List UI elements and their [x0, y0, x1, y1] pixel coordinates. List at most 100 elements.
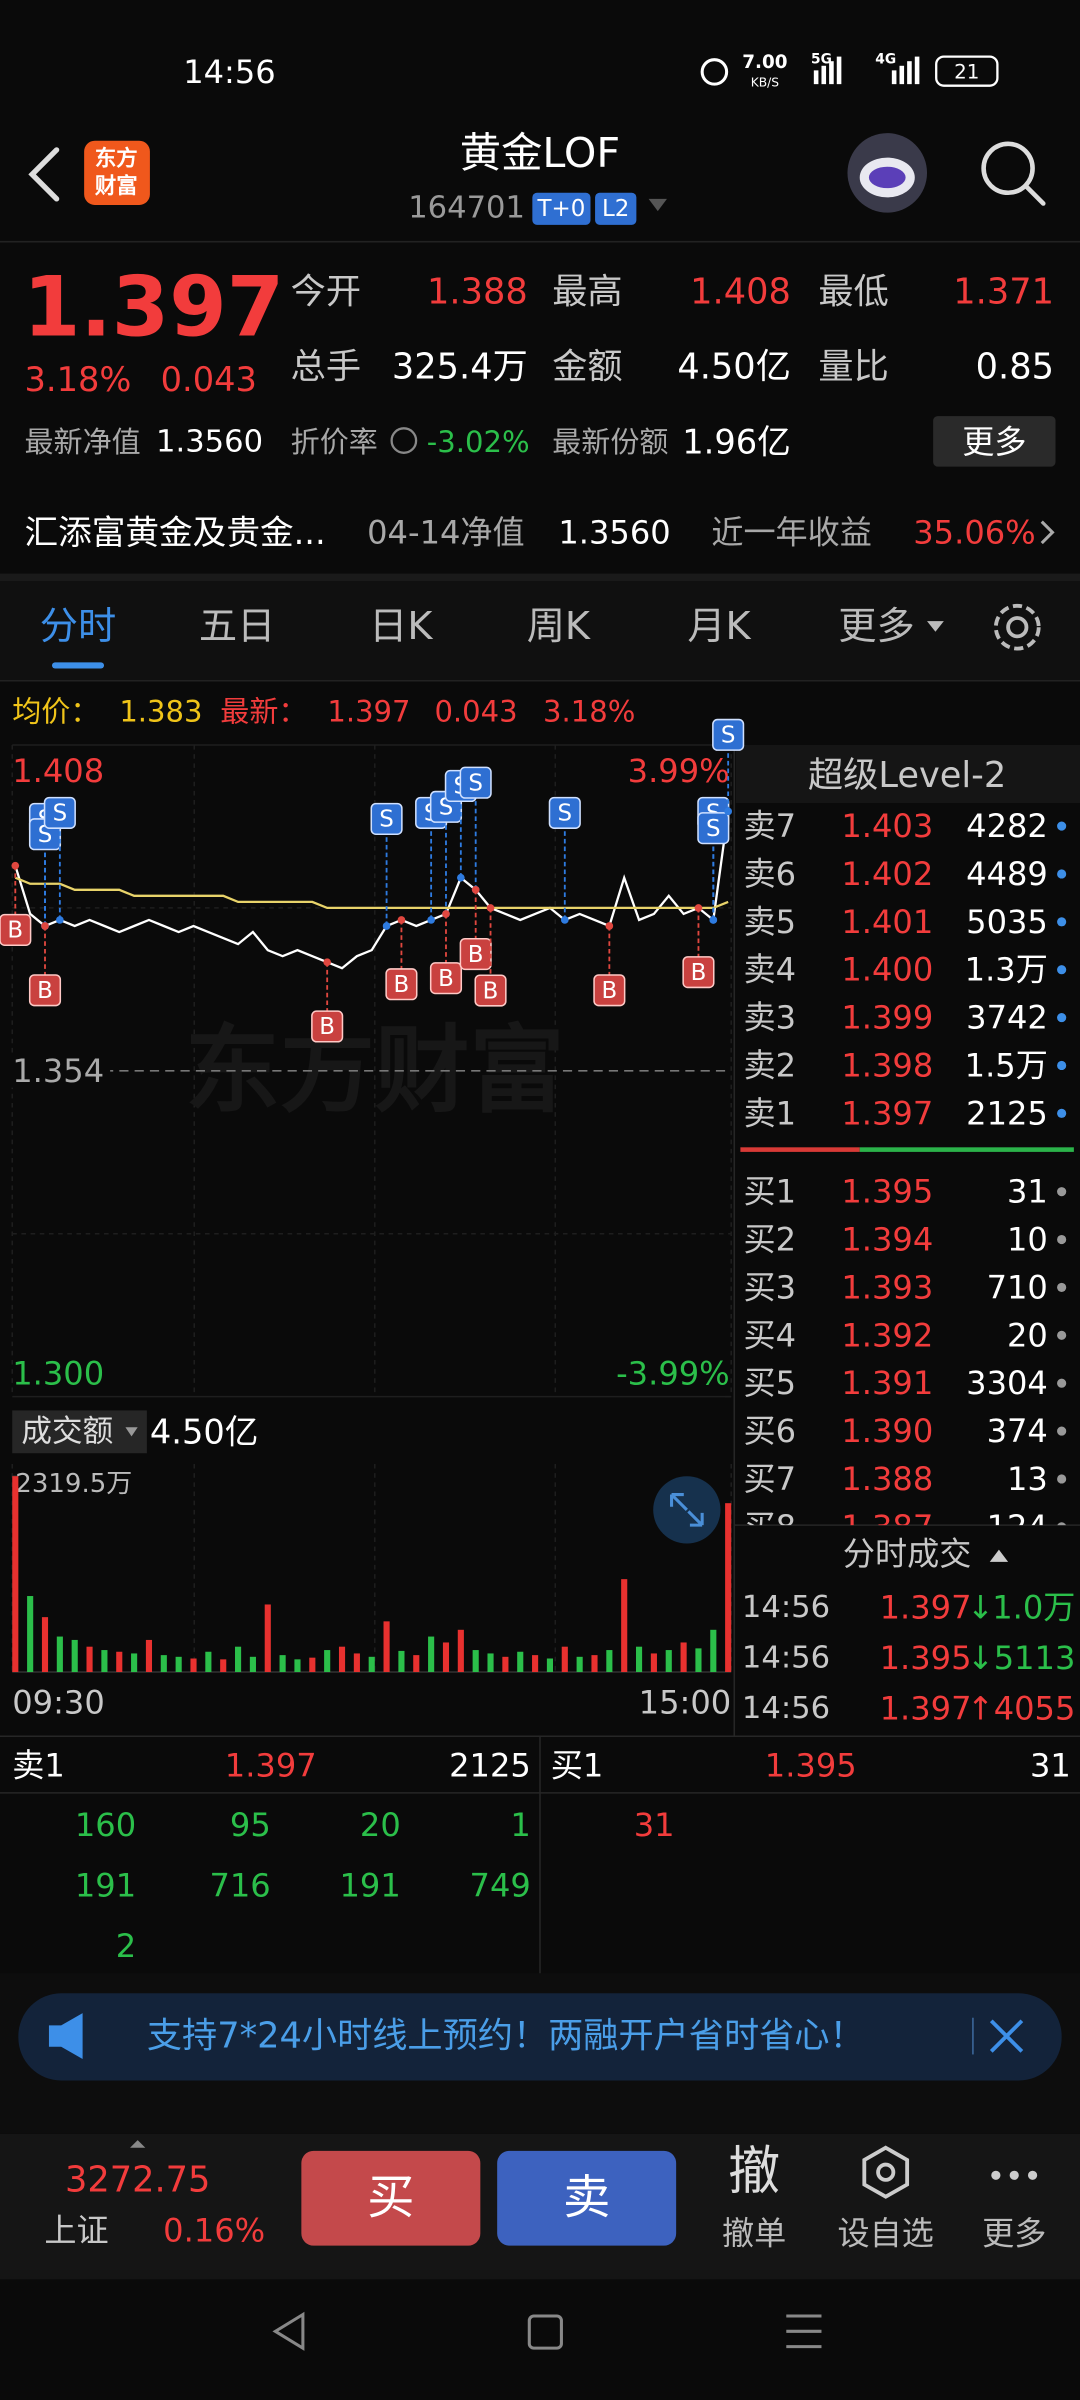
- search-button[interactable]: [981, 141, 1046, 206]
- sort-icon[interactable]: [989, 1549, 1009, 1562]
- index-name: 上证: [44, 2211, 108, 2249]
- nav-recent[interactable]: [786, 2314, 822, 2349]
- volume-bar: [532, 1655, 539, 1673]
- dropdown-icon[interactable]: [648, 198, 667, 212]
- avg-label: 均价：: [12, 694, 99, 728]
- volume-selector[interactable]: [12, 1410, 147, 1454]
- signal-bar: [914, 56, 920, 85]
- trade-marker-label: B: [691, 960, 707, 986]
- action-label[interactable]: 撤单: [722, 2214, 786, 2252]
- logo-text: 财富: [95, 173, 138, 199]
- action-label[interactable]: 设自选: [838, 2214, 934, 2252]
- info-icon[interactable]: [390, 427, 418, 454]
- book-label: 买1: [743, 1173, 796, 1211]
- book-side-price: 1.395: [765, 1746, 857, 1784]
- index-change: 0.16%: [163, 2211, 265, 2249]
- trade-marker-label: B: [37, 978, 53, 1004]
- volume-bar: [56, 1636, 63, 1673]
- battery-outline: [935, 55, 999, 87]
- change-pct-value: 3.18%: [543, 694, 635, 728]
- tab[interactable]: 周K: [527, 605, 591, 649]
- trade-marker-label: B: [468, 942, 484, 968]
- close-button[interactable]: [989, 2019, 1024, 2053]
- signal-bar: [907, 61, 912, 85]
- shares-label: 最新份额: [552, 425, 668, 459]
- search-circle: [981, 141, 1035, 196]
- book-price: 1.400: [841, 951, 933, 989]
- queue-order: 20: [360, 1806, 401, 1844]
- trade-marker-label: S: [558, 801, 573, 827]
- y-tick-label: 1.300: [12, 1355, 104, 1393]
- ticks-title: 分时成交: [843, 1535, 971, 1573]
- action-label[interactable]: 更多: [982, 2214, 1046, 2252]
- signal-bar: [836, 56, 842, 85]
- back-button[interactable]: [28, 147, 60, 202]
- assistant-avatar[interactable]: [847, 133, 928, 213]
- buy-label[interactable]: 买: [367, 2171, 414, 2226]
- book-dot: [1057, 1060, 1067, 1071]
- more-icon[interactable]: [991, 2170, 1038, 2180]
- tab-indicator: [52, 662, 105, 669]
- queue-order: 191: [339, 1866, 400, 1904]
- volume-bar: [338, 1646, 346, 1673]
- tick-time: 14:56: [742, 1641, 830, 1676]
- stat-label: 最低: [818, 272, 888, 313]
- watchlist-icon[interactable]: [862, 2145, 910, 2199]
- banner[interactable]: [18, 1993, 1062, 2081]
- tab[interactable]: 更多: [838, 605, 914, 649]
- volume-bar: [12, 1476, 19, 1673]
- marker-dot: [457, 873, 465, 882]
- trade-marker: [370, 802, 403, 835]
- dot: [991, 2170, 1001, 2180]
- volume-bar: [309, 1657, 316, 1673]
- volume-bar: [591, 1655, 598, 1673]
- expand-button[interactable]: [653, 1476, 721, 1544]
- chevron[interactable]: [1040, 520, 1055, 545]
- marker-dot: [694, 904, 703, 912]
- sell-button[interactable]: [497, 2150, 677, 2246]
- book-price: 1.403: [841, 807, 933, 845]
- alarm-icon: [700, 58, 729, 86]
- tick-price: 1.397: [880, 1690, 972, 1728]
- badge-text: L2: [602, 196, 629, 222]
- more-button-text[interactable]: 更多: [962, 423, 1026, 461]
- nav-back[interactable]: [272, 2311, 305, 2351]
- marker-dot: [724, 807, 732, 816]
- cancel-icon[interactable]: 撤: [728, 2142, 780, 2202]
- expand-indicator[interactable]: [130, 2140, 146, 2148]
- book-dot: [1057, 1426, 1067, 1436]
- book-side-label: 买1: [551, 1746, 604, 1784]
- banner-text[interactable]: 支持7*24小时线上预约！两融开户省时省心！: [147, 2016, 865, 2057]
- trade-marker-label: S: [468, 770, 483, 796]
- volume-bar: [725, 1503, 732, 1673]
- tab[interactable]: 月K: [687, 605, 751, 649]
- marker-dot: [397, 916, 406, 924]
- volume-bar: [517, 1651, 524, 1673]
- fund-name: 汇添富黄金及贵金...: [24, 513, 325, 552]
- signal-bar: [813, 70, 819, 85]
- tick-time: 14:56: [742, 1590, 830, 1625]
- book-side-volume: 31: [1030, 1746, 1071, 1784]
- settings-button[interactable]: [993, 603, 1041, 651]
- battery-level: 21: [954, 60, 979, 83]
- volume-bar: [175, 1656, 182, 1673]
- dropdown-icon[interactable]: [927, 621, 944, 632]
- volume-bar: [368, 1656, 375, 1673]
- book-volume: 5035: [966, 903, 1048, 941]
- buy-button[interactable]: [301, 2150, 481, 2246]
- trade-marker: [0, 913, 32, 946]
- dropdown-icon[interactable]: [125, 1427, 138, 1437]
- nav-home[interactable]: [527, 2314, 563, 2350]
- tab[interactable]: 日K: [369, 605, 433, 649]
- navigation-bar: [272, 2311, 822, 2351]
- avg-value: 1.383: [119, 694, 202, 728]
- tab[interactable]: 五日: [199, 605, 275, 649]
- level2-book: 卖7 1.403 4282 卖6 1.402 4489 卖5 1.401 5035 卖4 1.400…: [743, 807, 1067, 1526]
- stat-label: 最高: [552, 272, 622, 313]
- more-button[interactable]: [933, 416, 1056, 467]
- sell-label[interactable]: 卖: [563, 2171, 610, 2226]
- tab[interactable]: 分时: [40, 605, 116, 649]
- gear-inner: [1006, 616, 1029, 639]
- volume-bar: [428, 1636, 435, 1673]
- trade-marker-label: S: [706, 816, 721, 842]
